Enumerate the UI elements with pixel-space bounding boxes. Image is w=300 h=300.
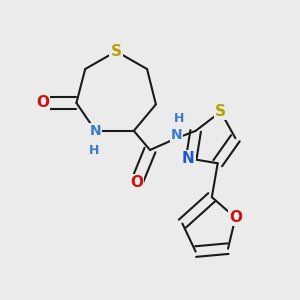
Text: S: S: [111, 44, 122, 59]
Text: O: O: [229, 210, 242, 225]
Text: H: H: [89, 143, 99, 157]
Text: O: O: [36, 95, 49, 110]
Text: N: N: [182, 151, 195, 166]
Text: N: N: [171, 128, 182, 142]
Text: O: O: [130, 175, 143, 190]
Text: S: S: [215, 104, 226, 119]
Text: N: N: [90, 124, 101, 138]
Text: H: H: [174, 112, 184, 125]
